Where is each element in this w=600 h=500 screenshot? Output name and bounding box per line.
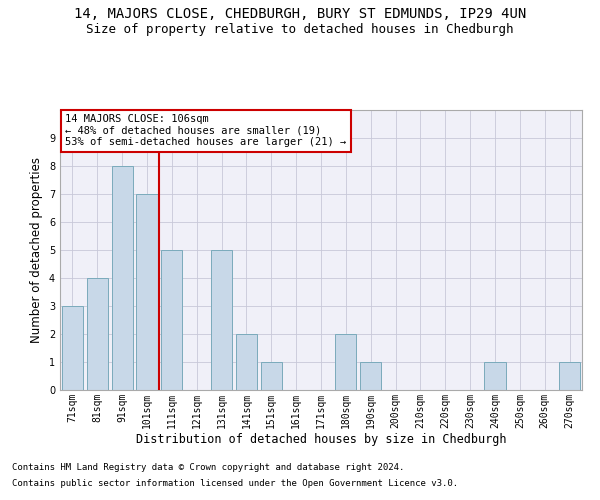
Bar: [360, 362, 381, 390]
Bar: [484, 362, 506, 390]
Bar: [161, 250, 182, 390]
Bar: [136, 194, 158, 390]
Bar: [87, 278, 108, 390]
Bar: [236, 334, 257, 390]
Text: 14, MAJORS CLOSE, CHEDBURGH, BURY ST EDMUNDS, IP29 4UN: 14, MAJORS CLOSE, CHEDBURGH, BURY ST EDM…: [74, 8, 526, 22]
Text: Contains HM Land Registry data © Crown copyright and database right 2024.: Contains HM Land Registry data © Crown c…: [12, 464, 404, 472]
Text: Size of property relative to detached houses in Chedburgh: Size of property relative to detached ho…: [86, 22, 514, 36]
Bar: [112, 166, 133, 390]
Text: Distribution of detached houses by size in Chedburgh: Distribution of detached houses by size …: [136, 432, 506, 446]
Bar: [335, 334, 356, 390]
Y-axis label: Number of detached properties: Number of detached properties: [31, 157, 43, 343]
Text: Contains public sector information licensed under the Open Government Licence v3: Contains public sector information licen…: [12, 478, 458, 488]
Bar: [211, 250, 232, 390]
Bar: [261, 362, 282, 390]
Bar: [559, 362, 580, 390]
Bar: [62, 306, 83, 390]
Text: 14 MAJORS CLOSE: 106sqm
← 48% of detached houses are smaller (19)
53% of semi-de: 14 MAJORS CLOSE: 106sqm ← 48% of detache…: [65, 114, 346, 148]
